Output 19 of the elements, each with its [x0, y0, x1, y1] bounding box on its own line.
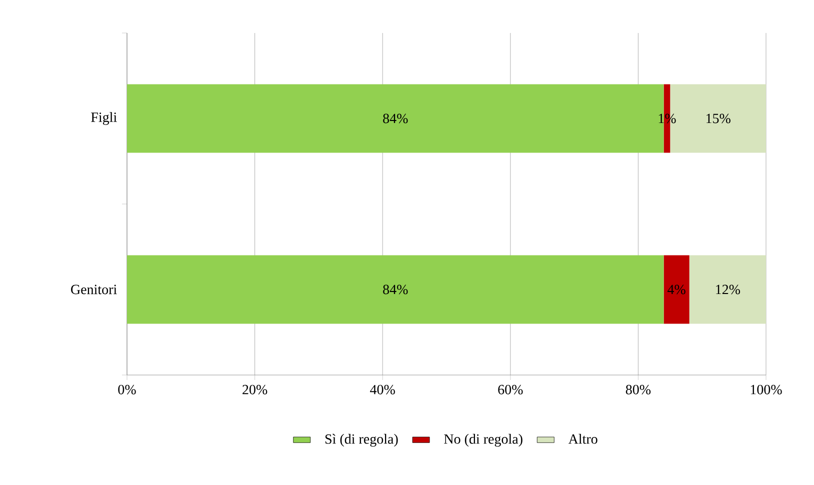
y-tick-label: Figli	[91, 112, 117, 125]
data-label: 84%	[383, 284, 408, 294]
data-label: 12%	[716, 284, 740, 294]
x-tick-label: 40%	[370, 384, 395, 394]
bar	[127, 255, 664, 324]
bar	[664, 255, 690, 324]
data-label: 4%	[668, 284, 686, 294]
x-tick-label: 0%	[118, 384, 136, 394]
x-tick-label: 20%	[242, 384, 268, 394]
legend-label: No (di regola)	[444, 434, 522, 447]
x-tick-label: 100%	[750, 384, 782, 394]
bar	[689, 255, 766, 324]
data-label: 15%	[706, 114, 730, 124]
data-label: 84%	[383, 114, 408, 124]
legend-label: Altro	[568, 434, 598, 444]
y-tick-label: Genitori	[71, 284, 117, 294]
x-tick-label: 80%	[626, 384, 651, 394]
legend-label: Sì (di regola)	[325, 434, 398, 447]
x-tick-label: 60%	[498, 384, 523, 394]
